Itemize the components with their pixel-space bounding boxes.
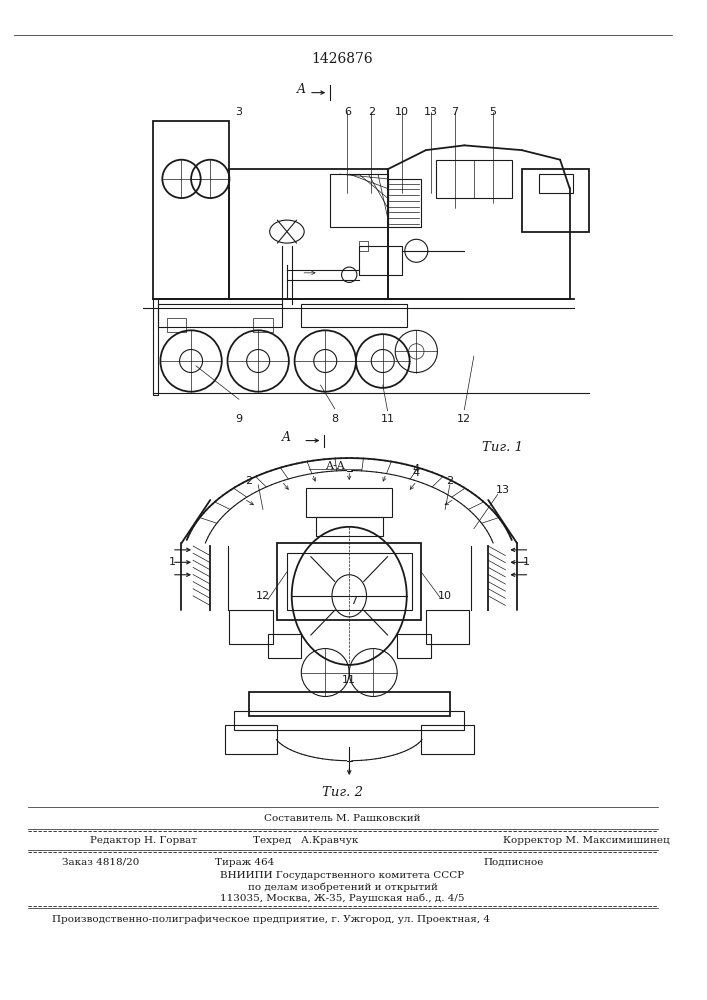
Text: 13: 13 — [496, 485, 510, 495]
Bar — [306, 488, 392, 517]
Bar — [277, 543, 421, 620]
Bar — [359, 246, 402, 275]
Text: 4: 4 — [413, 464, 420, 474]
Text: Корректор М. Максимишинец: Корректор М. Максимишинец — [503, 836, 670, 845]
Bar — [268, 634, 301, 658]
Bar — [167, 318, 186, 332]
Text: 3: 3 — [235, 107, 243, 117]
Text: Τиг. 1: Τиг. 1 — [482, 441, 523, 454]
Text: 12: 12 — [256, 591, 270, 601]
Text: 1: 1 — [523, 557, 530, 567]
Bar — [316, 517, 382, 536]
Text: Тираж 464: Тираж 464 — [215, 858, 274, 867]
Bar — [287, 553, 411, 610]
Text: Заказ 4818/20: Заказ 4818/20 — [62, 858, 139, 867]
Bar — [153, 121, 229, 299]
Text: 11: 11 — [342, 675, 356, 685]
Bar — [253, 318, 273, 332]
Text: 10: 10 — [395, 107, 409, 117]
Text: 2: 2 — [245, 476, 252, 486]
Bar — [249, 692, 450, 716]
Text: Составитель М. Рашковский: Составитель М. Рашковский — [264, 814, 421, 823]
Text: Подписное: Подписное — [484, 858, 544, 867]
Bar — [229, 169, 387, 299]
Text: 12: 12 — [457, 414, 472, 424]
Text: A-A: A-A — [325, 461, 345, 471]
Bar — [225, 725, 277, 754]
Text: ВНИИПИ Государственного комитета СССР: ВНИИПИ Государственного комитета СССР — [221, 871, 464, 880]
Text: 1: 1 — [168, 557, 175, 567]
Text: 13: 13 — [423, 107, 438, 117]
Bar — [426, 610, 469, 644]
Bar — [539, 174, 573, 193]
Text: 1426876: 1426876 — [312, 52, 373, 66]
Text: A: A — [297, 83, 306, 96]
Text: 4: 4 — [413, 468, 420, 478]
Text: Производственно-полиграфическое предприятие, г. Ужгород, ул. Проектная, 4: Производственно-полиграфическое предприя… — [52, 915, 490, 924]
Bar — [301, 304, 407, 327]
Bar — [397, 634, 431, 658]
Text: 11: 11 — [380, 414, 395, 424]
Text: 8: 8 — [332, 414, 339, 424]
Text: 10: 10 — [438, 591, 452, 601]
Text: Редактор Н. Горват: Редактор Н. Горват — [90, 836, 197, 845]
Bar — [234, 711, 464, 730]
Bar — [153, 299, 158, 395]
Text: по делам изобретений и открытий: по делам изобретений и открытий — [247, 882, 438, 892]
Text: 5: 5 — [489, 107, 496, 117]
Bar — [387, 179, 421, 227]
Bar — [359, 241, 368, 251]
Bar — [522, 169, 589, 232]
Text: 113035, Москва, Ж-35, Раушская наб., д. 4/5: 113035, Москва, Ж-35, Раушская наб., д. … — [221, 894, 464, 903]
Text: 9: 9 — [235, 414, 243, 424]
Text: 2: 2 — [368, 107, 375, 117]
Bar — [421, 725, 474, 754]
Bar — [229, 610, 273, 644]
Text: Τиг. 2: Τиг. 2 — [322, 786, 363, 799]
Text: Техред   А.Кравчук: Техред А.Кравчук — [253, 836, 358, 845]
Text: 7: 7 — [451, 107, 458, 117]
Bar — [330, 174, 387, 227]
Text: 7: 7 — [351, 596, 358, 606]
Bar — [436, 160, 512, 198]
Text: A: A — [282, 431, 291, 444]
Bar — [158, 304, 282, 327]
Text: 2: 2 — [446, 476, 453, 486]
Text: 6: 6 — [344, 107, 351, 117]
